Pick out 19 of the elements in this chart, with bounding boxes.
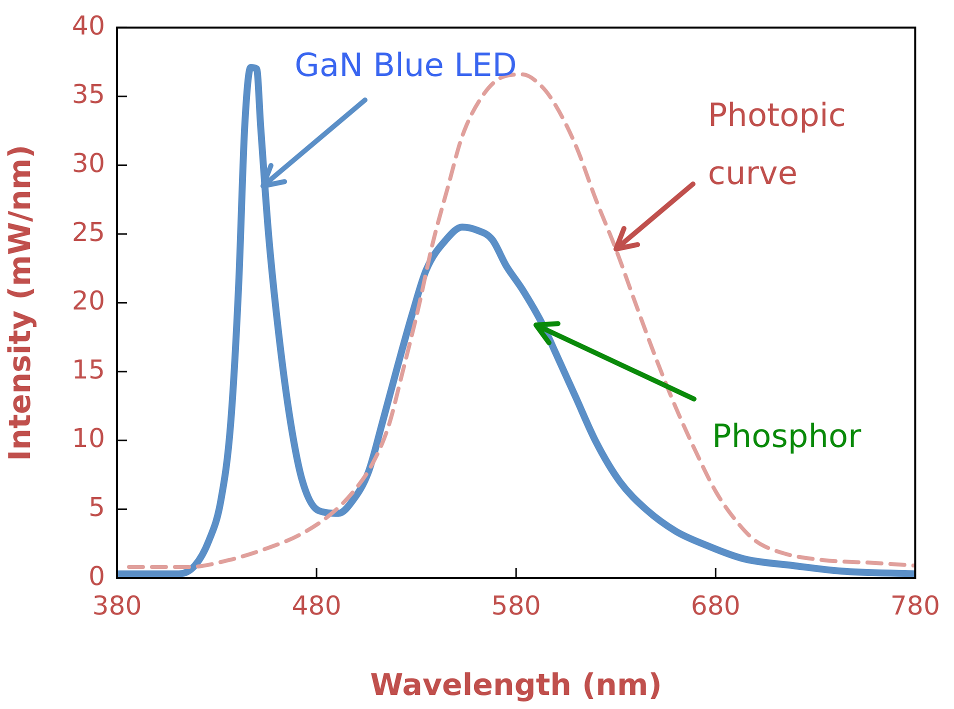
y-tick-label: 35 <box>72 80 105 110</box>
y-tick-label: 10 <box>72 424 105 454</box>
annotation: GaN Blue LED <box>294 44 518 86</box>
y-tick-label: 0 <box>88 562 105 592</box>
x-axis-title: Wavelength (nm) <box>370 668 662 703</box>
x-tick-label: 680 <box>690 591 740 622</box>
x-tick-label: 580 <box>491 591 541 622</box>
annotation: Photopic curve <box>708 95 847 194</box>
x-tick-label: 380 <box>92 591 142 622</box>
y-tick-label: 5 <box>88 492 105 523</box>
y-tick-label: 25 <box>72 218 105 248</box>
annotation: Phosphor <box>712 416 862 457</box>
y-tick-label: 20 <box>72 286 105 317</box>
y-axis-title: Intensity (mW/nm) <box>2 144 38 462</box>
y-tick-label: 15 <box>72 355 105 386</box>
x-tick-label: 780 <box>890 591 940 622</box>
y-tick-label: 40 <box>72 11 105 42</box>
y-tick-label: 30 <box>72 148 105 179</box>
x-tick-label: 480 <box>292 591 342 622</box>
